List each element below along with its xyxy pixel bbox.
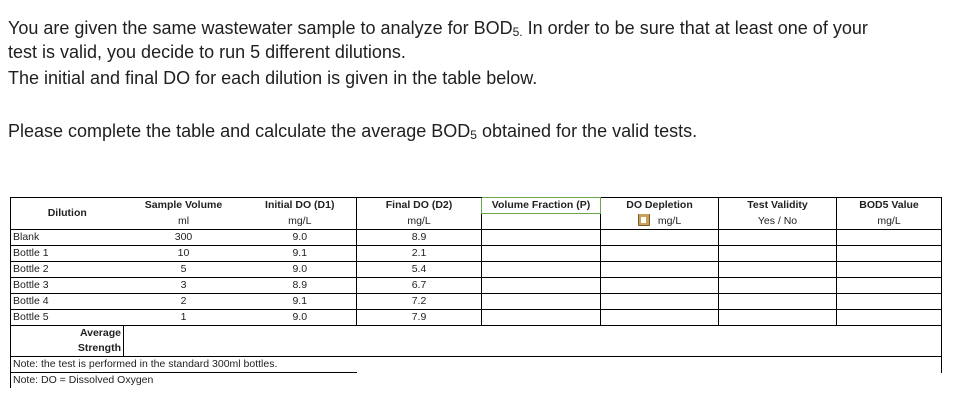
volume-fraction-cell[interactable] bbox=[481, 309, 601, 326]
row-label: Bottle 2 bbox=[10, 261, 124, 278]
final-do-cell: 7.9 bbox=[356, 309, 482, 326]
table-row: Bottle 1 10 9.1 2.1 bbox=[10, 245, 942, 262]
test-validity-cell[interactable] bbox=[718, 309, 837, 326]
table-row: Blank 300 9.0 8.9 bbox=[10, 229, 942, 246]
test-validity-cell[interactable] bbox=[718, 245, 837, 262]
volume-fraction-cell[interactable] bbox=[481, 277, 601, 294]
question-line-3: The initial and final DO for each diluti… bbox=[8, 68, 538, 88]
average-strength-cell[interactable] bbox=[123, 325, 942, 341]
strength-label: Strength bbox=[10, 341, 124, 357]
do-depletion-cell[interactable] bbox=[600, 245, 719, 262]
header-final-do: Final DO (D2) bbox=[356, 197, 482, 214]
header-volume-fraction[interactable]: Volume Fraction (P) bbox=[481, 197, 601, 214]
final-do-cell: 7.2 bbox=[356, 293, 482, 310]
do-depletion-cell[interactable] bbox=[600, 261, 719, 278]
table-row: Bottle 2 5 9.0 5.4 bbox=[10, 261, 942, 278]
paste-options-icon[interactable] bbox=[637, 213, 650, 227]
average-label: Average bbox=[10, 325, 124, 341]
test-validity-cell[interactable] bbox=[718, 277, 837, 294]
unit-do-depletion: mg/L bbox=[600, 213, 719, 230]
volume-fraction-cell[interactable] bbox=[481, 261, 601, 278]
final-do-cell: 8.9 bbox=[356, 229, 482, 246]
initial-do-cell: 9.0 bbox=[243, 229, 357, 246]
sample-volume-cell: 300 bbox=[123, 229, 244, 246]
note-dissolved-oxygen: Note: DO = Dissolved Oxygen bbox=[10, 372, 357, 388]
initial-do-cell: 9.0 bbox=[243, 261, 357, 278]
header-sample-volume: Sample Volume bbox=[123, 197, 244, 214]
do-depletion-cell[interactable] bbox=[600, 309, 719, 326]
bod5-value-cell[interactable] bbox=[836, 309, 942, 326]
bod5-value-cell[interactable] bbox=[836, 229, 942, 246]
volume-fraction-cell[interactable] bbox=[481, 245, 601, 262]
initial-do-cell: 9.1 bbox=[243, 293, 357, 310]
question-line-2: test is valid, you decide to run 5 diffe… bbox=[8, 42, 406, 62]
unit-initial-do: mg/L bbox=[288, 214, 312, 227]
unit-sample-volume: ml bbox=[177, 214, 190, 227]
final-do-cell: 2.1 bbox=[356, 245, 482, 262]
initial-do-cell: 8.9 bbox=[243, 277, 357, 294]
unit-bod5-value: mg/L bbox=[836, 213, 942, 230]
sample-volume-cell: 3 bbox=[123, 277, 244, 294]
bod-table: Dilution Sample Volume Initial DO (D1) F… bbox=[10, 197, 942, 388]
cell-blank[interactable] bbox=[481, 213, 601, 230]
bod5-value-cell[interactable] bbox=[836, 277, 942, 294]
table-row: Bottle 3 3 8.9 6.7 bbox=[10, 277, 942, 294]
sample-volume-cell: 10 bbox=[123, 245, 244, 262]
volume-fraction-cell[interactable] bbox=[481, 293, 601, 310]
question-line-4: Please complete the table and calculate … bbox=[8, 121, 698, 142]
test-validity-cell[interactable] bbox=[718, 293, 837, 310]
do-depletion-cell[interactable] bbox=[600, 229, 719, 246]
average-strength-cell-lower[interactable] bbox=[123, 341, 942, 357]
do-depletion-cell[interactable] bbox=[600, 277, 719, 294]
row-label: Bottle 1 bbox=[10, 245, 124, 262]
bod5-value-cell[interactable] bbox=[836, 245, 942, 262]
header-bod5-value: BOD5 Value bbox=[836, 197, 942, 214]
note-standard-bottle: Note: the test is performed in the stand… bbox=[10, 356, 942, 373]
sample-volume-cell: 5 bbox=[123, 261, 244, 278]
unit-test-validity: Yes / No bbox=[718, 213, 837, 230]
header-dilution: Dilution bbox=[10, 197, 124, 230]
initial-do-cell: 9.1 bbox=[243, 245, 357, 262]
row-label: Bottle 4 bbox=[10, 293, 124, 310]
unit-final-do: mg/L bbox=[356, 213, 482, 230]
row-label: Bottle 5 bbox=[10, 309, 124, 326]
do-depletion-cell[interactable] bbox=[600, 293, 719, 310]
test-validity-cell[interactable] bbox=[718, 229, 837, 246]
final-do-cell: 6.7 bbox=[356, 277, 482, 294]
question-line-1: You are given the same wastewater sample… bbox=[8, 18, 868, 39]
header-initial-do: Initial DO (D1) bbox=[243, 197, 357, 214]
table-row: Bottle 5 1 9.0 7.9 bbox=[10, 309, 942, 326]
test-validity-cell[interactable] bbox=[718, 261, 837, 278]
bod5-value-cell[interactable] bbox=[836, 293, 942, 310]
initial-do-cell: 9.0 bbox=[243, 309, 357, 326]
row-label: Blank bbox=[10, 229, 124, 246]
row-label: Bottle 3 bbox=[10, 277, 124, 294]
volume-fraction-cell[interactable] bbox=[481, 229, 601, 246]
sample-volume-cell: 1 bbox=[123, 309, 244, 326]
header-do-depletion: DO Depletion bbox=[600, 197, 719, 214]
header-test-validity: Test Validity bbox=[718, 197, 837, 214]
bod5-value-cell[interactable] bbox=[836, 261, 942, 278]
final-do-cell: 5.4 bbox=[356, 261, 482, 278]
table-row: Bottle 4 2 9.1 7.2 bbox=[10, 293, 942, 310]
sample-volume-cell: 2 bbox=[123, 293, 244, 310]
